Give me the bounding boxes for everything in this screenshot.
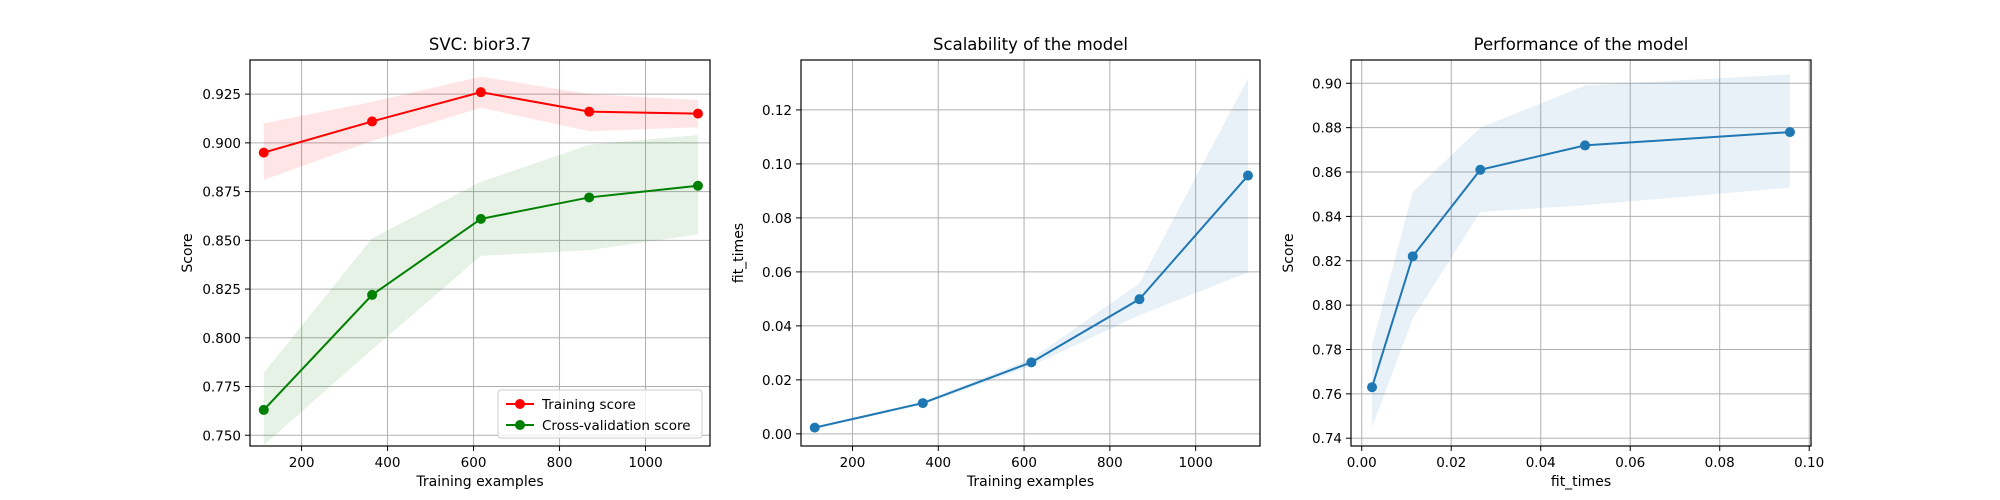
data-point <box>584 106 595 117</box>
data-point <box>1475 164 1486 175</box>
y-tick-label: 0.84 <box>1312 209 1342 225</box>
x-tick-label: 200 <box>840 455 866 471</box>
x-axis-label: Training examples <box>966 474 1094 490</box>
y-axis-label: fit_times <box>731 223 747 283</box>
data-point <box>584 192 595 203</box>
x-tick-label: 0.10 <box>1794 455 1824 471</box>
x-tick-label: 200 <box>289 455 315 471</box>
y-tick-label: 0.88 <box>1312 121 1342 137</box>
y-tick-label: 0.76 <box>1312 387 1342 403</box>
std-band-1 <box>263 76 698 180</box>
x-tick-label: 600 <box>1011 455 1037 471</box>
plot-frame <box>800 59 1261 447</box>
y-tick-label: 0.00 <box>762 427 792 443</box>
y-tick-label: 0.74 <box>1312 431 1342 447</box>
y-tick-label: 0.775 <box>202 380 241 396</box>
data-point <box>475 87 486 98</box>
y-tick-label: 0.900 <box>202 136 241 152</box>
y-tick-label: 0.850 <box>202 233 241 249</box>
x-axis-label: fit_times <box>1551 474 1611 490</box>
x-axis-label: Training examples <box>415 474 543 490</box>
y-axis-label: Score <box>1281 233 1297 272</box>
y-tick-label: 0.90 <box>1312 76 1342 92</box>
x-tick-label: 1000 <box>1178 455 1212 471</box>
y-tick-label: 0.12 <box>762 103 792 119</box>
x-tick-label: 0.08 <box>1705 455 1735 471</box>
x-tick-label: 0.06 <box>1615 455 1645 471</box>
plot-frame <box>249 59 711 447</box>
x-tick-label: 0.00 <box>1347 455 1377 471</box>
data-point <box>475 213 486 224</box>
y-tick-label: 0.10 <box>762 157 792 173</box>
data-point <box>692 108 703 119</box>
x-tick-label: 1000 <box>628 455 662 471</box>
y-tick-label: 0.06 <box>762 265 792 281</box>
y-tick-label: 0.82 <box>1312 254 1342 270</box>
data-point <box>1367 382 1378 393</box>
legend-box <box>497 389 703 439</box>
data-point <box>809 422 820 433</box>
data-point <box>1242 170 1253 181</box>
x-tick-label: 0.04 <box>1526 455 1556 471</box>
y-axis-label: Score <box>180 233 196 272</box>
x-tick-label: 800 <box>1097 455 1123 471</box>
data-point <box>258 147 269 158</box>
legend-marker <box>515 420 525 430</box>
y-tick-label: 0.80 <box>1312 298 1342 314</box>
y-tick-label: 0.925 <box>202 87 241 103</box>
data-point <box>258 404 269 415</box>
y-tick-label: 0.875 <box>202 185 241 201</box>
x-tick-label: 600 <box>461 455 487 471</box>
data-point <box>1407 251 1418 262</box>
std-band-1 <box>1372 74 1790 428</box>
chart-title: Scalability of the model <box>933 35 1128 54</box>
data-point <box>367 289 378 300</box>
y-tick-label: 0.825 <box>202 282 241 298</box>
x-tick-label: 400 <box>375 455 401 471</box>
legend-label: Cross-validation score <box>542 418 691 434</box>
chart-3: 0.00 0.02 0.04 0.06 0.08 0.10 0.74 0.76 0.78 0.80… <box>1281 35 1824 490</box>
x-tick-label: 0.02 <box>1436 455 1466 471</box>
chart-2: 200 400 600 800 1000 0.00 0.02 0.04 0.06 0.08 0.10… <box>731 35 1261 490</box>
y-tick-label: 0.86 <box>1312 165 1342 181</box>
y-tick-label: 0.02 <box>762 373 792 389</box>
data-point <box>367 116 378 127</box>
std-band-1 <box>814 78 1248 429</box>
y-tick-label: 0.800 <box>202 331 241 347</box>
x-tick-label: 400 <box>925 455 951 471</box>
legend-label: Training score <box>541 397 636 413</box>
plot-frame <box>1350 59 1812 447</box>
data-point <box>1580 140 1591 151</box>
y-tick-label: 0.78 <box>1312 343 1342 359</box>
data-point <box>1784 127 1795 138</box>
chart-1: 200 400 600 800 1000 0.750 0.775 0.800 0.825 0.85… <box>180 35 711 490</box>
std-band-2 <box>263 135 698 446</box>
y-tick-label: 0.04 <box>762 319 792 335</box>
data-point <box>1026 357 1037 368</box>
x-tick-label: 800 <box>547 455 573 471</box>
chart-title: SVC: bior3.7 <box>429 35 531 54</box>
y-tick-label: 0.08 <box>762 211 792 227</box>
legend-marker <box>515 399 525 409</box>
y-tick-label: 0.750 <box>202 428 241 444</box>
data-point <box>917 398 928 409</box>
chart-title: Performance of the model <box>1474 35 1689 54</box>
data-point <box>1134 294 1145 305</box>
legend: Training score Cross-validation score <box>497 389 703 439</box>
data-point <box>692 180 703 191</box>
